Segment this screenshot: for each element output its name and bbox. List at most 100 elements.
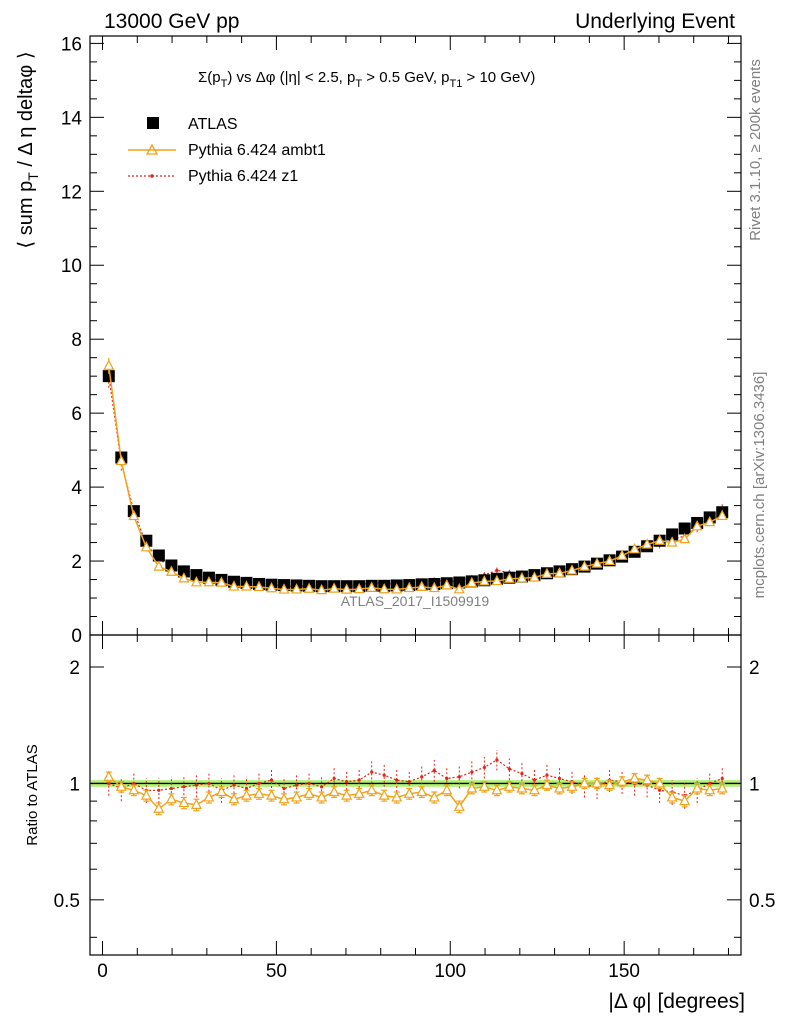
main-y-tick-label: 4 [71,478,82,499]
ambt1-point [566,564,578,575]
ambt1-point [491,574,503,586]
ambt1-ratio-point [503,780,515,791]
z1-ratio-point [294,783,299,787]
ambt1-ratio-point [140,789,152,800]
ratio-y-ticks: 0.5 0.5 1 1 2 2 [54,658,775,938]
z1-ratio-point [470,770,474,774]
plot-title-mid2: > 0.5 GeV, p [362,69,449,86]
ambt1-point [666,536,678,547]
main-y-tick-label: 2 [71,552,82,573]
ambt1-ratio-point [240,789,252,800]
ambt1-point [178,572,190,583]
ambt1-point [115,454,127,466]
ambt1-ratio-point [428,791,440,802]
ambt1-ratio-point [541,778,553,790]
z1-ratio-point [708,781,712,786]
ambt1-ratio-point [328,785,340,797]
z1-ratio-point [370,770,374,774]
ambt1-ratio-point [190,798,202,809]
z1-ratio-point [420,775,424,779]
ambt1-ratio-point [378,789,390,800]
ambt1-ratio-point [516,782,528,793]
z1-ratio-point [320,785,324,789]
z1-ratio-point [107,781,111,786]
ambt1-point [516,572,528,583]
side-text-top: Rivet 3.1.10, ≥ 200k events [747,59,764,241]
ambt1-point [140,541,152,552]
legend: ATLAS Pythia 6.424 ambt1 Pythia 6.424 z1 [128,116,326,185]
ambt1-ratio-point [453,800,465,811]
ambt1-point [316,583,328,595]
plot-title: Σ(pT) vs Δφ (|η| < 2.5, pT > 0.5 GeV, pT… [198,69,535,90]
ambt1-point [303,582,315,593]
x-tick-label: 150 [608,961,640,982]
ambt1-ratio-point [153,802,165,813]
ambt1-ratio-point [704,783,716,795]
z1-ratio-point [345,780,349,784]
y-axis-label-pre: ⟨ sum p [15,181,37,249]
header-left: 13000 GeV pp [104,10,239,33]
ambt1-ratio-point [103,770,115,781]
z1-ratio-point [194,783,199,787]
ambt1-ratio-point [528,783,540,795]
z1-ratio-point [244,786,249,791]
z1-ratio-point [232,783,236,787]
z1-ratio-point [507,767,511,771]
z1-ratio-point [720,776,724,781]
ambt1-ratio-point [115,780,127,791]
plot-title-post: > 10 GeV) [462,69,535,86]
atlas-point [666,528,679,541]
ambt1-ratio-point [616,775,628,786]
ambt1-point [391,583,403,594]
ratio-y-tick-label: 1 [69,774,80,795]
z1-ratio-point [382,773,386,777]
ambt1-point [616,549,628,560]
ambt1-point [353,582,365,594]
ambt1-ratio-point [291,791,303,802]
z1-ratio-point [545,773,549,777]
z1-ratio-point [169,786,173,791]
ambt1-point [641,538,653,549]
z1-ratio-point [282,786,286,791]
y-axis-label-post: / Δ η deltaφ ⟩ [15,51,37,172]
ambt1-ratio-point [391,791,403,802]
x-axis-label: |Δ φ| [degrees] [608,990,745,1013]
ambt1-ratio-point [591,777,603,788]
ambt1-point [441,579,453,590]
main-y-tick-label: 6 [71,404,82,425]
atlas-point [177,565,190,578]
ambt1-ratio-point [641,773,653,785]
ambt1-ratio-point [366,783,378,795]
ambt1-point [403,581,415,593]
main-y-tick-label: 12 [61,182,82,203]
ambt1-point [153,560,165,571]
ambt1-point [103,359,115,370]
z1-ratio-line [108,759,723,797]
ambt1-ratio-point [691,782,703,793]
ambt1-point [478,575,490,586]
ambt1-point [604,554,616,566]
ambt1-point [165,565,177,576]
ambt1-ratio-point [416,785,428,797]
ratio-y-axis-label: Ratio to ATLAS [24,744,41,845]
ambt1-point [428,581,440,593]
plot-title-mid1: ) vs Δφ (|η| < 2.5, p [227,69,355,86]
ambt1-ratio-point [566,780,578,791]
x-tick-label: 100 [434,961,466,982]
ambt1-ratio-point [579,777,591,788]
ambt1-point [240,580,252,591]
ratio-y-tick-label-right: 2 [749,658,760,679]
z1-ratio-point [520,772,524,776]
ambt1-point [328,582,340,593]
ambt1-point [528,571,540,582]
ambt1-point [541,567,553,578]
main-y-ticks: 0 2 4 6 8 10 12 14 16 [61,34,741,647]
atlas-point [140,534,153,547]
z1-ratio-point [132,781,136,786]
ambt1-ratio-point [491,783,503,795]
z1-ratio-point [157,788,161,792]
atlas-point [678,522,691,535]
atlas-point [453,576,466,589]
y-axis-label: ⟨ sum pT / Δ η deltaφ ⟩ [15,51,41,248]
z1-point [495,568,499,572]
